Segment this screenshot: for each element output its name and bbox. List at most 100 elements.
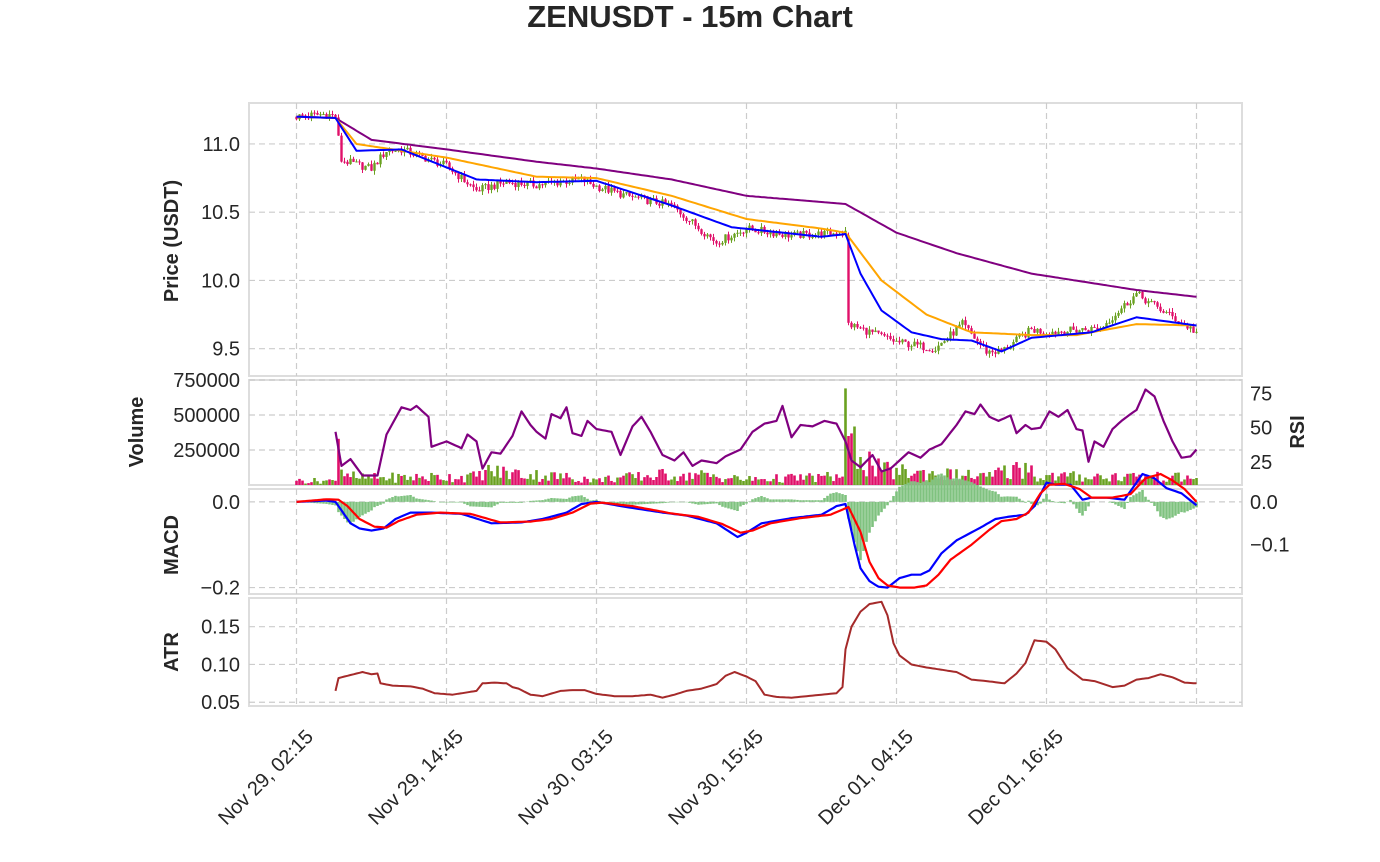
- candle-up: [1138, 291, 1141, 294]
- macd-histogram-bar: [571, 496, 574, 502]
- volume-bar: [1090, 479, 1093, 485]
- volume-bar: [787, 474, 790, 485]
- volume-bar: [466, 474, 469, 485]
- candle-up: [817, 231, 820, 235]
- macd-histogram-bar: [691, 501, 694, 504]
- volume-bar: [352, 471, 355, 485]
- candle-down: [829, 230, 832, 235]
- macd-histogram-bar: [568, 497, 571, 502]
- candle-down: [700, 229, 703, 234]
- volume-bar: [859, 457, 862, 485]
- volume-bar: [1105, 478, 1108, 485]
- macd-histogram-bar: [565, 498, 568, 502]
- macd-histogram-bar: [769, 499, 772, 502]
- volume-bar: [427, 480, 430, 485]
- macd-histogram-bar: [328, 501, 331, 505]
- volume-bar: [358, 478, 361, 485]
- volume-bar: [1078, 474, 1081, 485]
- volume-bar: [1066, 476, 1069, 485]
- macd-histogram-bar: [751, 499, 754, 502]
- candle-down: [628, 192, 631, 196]
- volume-bar: [880, 471, 883, 485]
- macd-histogram-bar: [430, 500, 433, 502]
- macd-histogram-bar: [319, 501, 322, 504]
- macd-histogram-bar: [862, 501, 865, 551]
- macd-histogram-bar: [934, 477, 937, 502]
- candle-down: [616, 190, 619, 192]
- volume-bar: [919, 470, 922, 485]
- candle-down: [754, 229, 757, 233]
- volume-tick-label: 750000: [173, 370, 240, 392]
- macd-histogram-bar: [1054, 501, 1057, 503]
- candle-up: [949, 331, 952, 339]
- volume-bar: [649, 477, 652, 485]
- macd-histogram-bar: [379, 501, 382, 505]
- volume-bar: [724, 479, 727, 485]
- macd-histogram-bar: [952, 478, 955, 502]
- macd-histogram-bar: [940, 473, 943, 502]
- macd-histogram-bar: [823, 498, 826, 502]
- macd-histogram-bar: [427, 500, 430, 502]
- macd-histogram-bar: [1141, 489, 1144, 502]
- macd-histogram-bar: [997, 494, 1000, 502]
- macd-histogram-bar: [520, 501, 523, 503]
- macd-histogram-bar: [1012, 496, 1015, 502]
- candle-down: [448, 162, 451, 169]
- volume-bar: [295, 480, 298, 485]
- macd-histogram-bar: [808, 500, 811, 502]
- candle-down: [1084, 328, 1087, 331]
- candle-up: [1105, 323, 1108, 327]
- macd-histogram-bar: [1042, 498, 1045, 502]
- volume-bar: [673, 476, 676, 485]
- macd-histogram-bar: [529, 500, 532, 502]
- volume-bar: [436, 474, 439, 485]
- macd-histogram-bar: [772, 499, 775, 502]
- chart-title: ZENUSDT - 15m Chart: [527, 0, 853, 34]
- macd-histogram-bar: [895, 491, 898, 502]
- macd-histogram-bar: [556, 498, 559, 502]
- macd-histogram-bar: [1180, 501, 1183, 513]
- volume-bar: [418, 477, 421, 485]
- volume-bar: [868, 451, 871, 485]
- volume-bar: [1009, 479, 1012, 485]
- macd-histogram-bar: [754, 498, 757, 502]
- candle-down: [556, 181, 559, 186]
- candle-up: [1015, 336, 1018, 342]
- x-tick-label: Nov 29, 02:15: [214, 726, 318, 830]
- macd-histogram-bar: [394, 495, 397, 502]
- macd-histogram-bar: [1087, 501, 1090, 507]
- volume-bar: [811, 475, 814, 485]
- volume-bar: [1063, 472, 1066, 485]
- macd-histogram-bar: [493, 501, 496, 506]
- volume-bar: [760, 479, 763, 485]
- volume-bar: [706, 472, 709, 485]
- candle-down: [877, 330, 880, 333]
- volume-bar: [553, 472, 556, 485]
- candle-down: [1141, 291, 1144, 299]
- macd-histogram-bar: [589, 500, 592, 502]
- candle-up: [1147, 301, 1150, 304]
- volume-bar: [1168, 479, 1171, 485]
- rsi-axis-label: RSI: [1287, 415, 1309, 448]
- volume-bar: [331, 480, 334, 485]
- macd-histogram-bar: [898, 486, 901, 502]
- macd-histogram-bar: [886, 501, 889, 506]
- macd-histogram-bar: [517, 501, 520, 503]
- macd-histogram-bar: [841, 494, 844, 502]
- macd-histogram-bar: [640, 501, 643, 505]
- candle-down: [1186, 324, 1189, 329]
- macd-histogram-bar: [1069, 499, 1072, 502]
- macd-histogram-bar: [718, 501, 721, 506]
- volume-bar: [445, 480, 448, 485]
- candle-down: [805, 230, 808, 233]
- candle-down: [343, 161, 346, 163]
- candle-up: [961, 320, 964, 325]
- volume-bar: [409, 476, 412, 485]
- macd-histogram-bar: [550, 498, 553, 502]
- ma-mid-line: [296, 115, 1197, 337]
- volume-bar: [505, 470, 508, 485]
- candle-up: [796, 231, 799, 233]
- candle-up: [1027, 327, 1030, 338]
- macd-histogram-bar: [1036, 501, 1039, 506]
- macd-tick-label: −0.2: [201, 578, 240, 600]
